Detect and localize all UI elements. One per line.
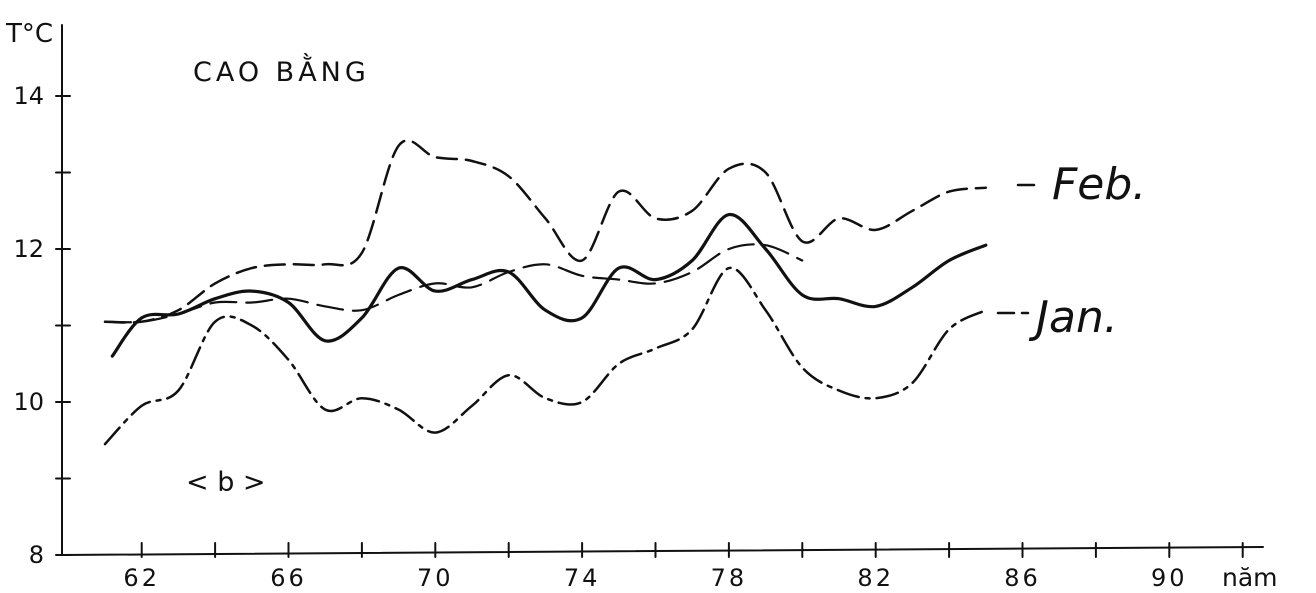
series-line-solid	[110, 213, 988, 358]
series-lines	[103, 139, 988, 446]
panel-label: < b >	[186, 467, 266, 498]
x-tick-label: 74	[564, 564, 601, 592]
x-tick-label: 82	[857, 564, 894, 592]
x-tick-label: 62	[123, 564, 160, 592]
y-tick-label: 10	[13, 388, 44, 416]
y-tick-label: 12	[13, 235, 44, 263]
x-axis-label: năm	[1222, 563, 1278, 592]
x-tick-label: 70	[417, 564, 454, 592]
series-line-jan	[103, 266, 988, 446]
series-label-jan: Jan.	[1028, 292, 1118, 343]
y-tick-label: 8	[29, 541, 44, 569]
y-axis-label: T°C	[5, 19, 53, 49]
chart-axes	[61, 24, 1264, 556]
x-tick-label: 90	[1151, 564, 1188, 592]
y-tick-label: 14	[13, 82, 44, 110]
series-label-feb: Feb.	[1052, 159, 1146, 210]
x-axis-line	[61, 546, 1264, 556]
series-line-longdash	[103, 243, 804, 324]
tick-labels: 62 66 70 74 78 82 86 90 8 10 12 14	[13, 82, 1188, 592]
x-tick-label: 66	[270, 564, 307, 592]
chart-title: CAO BẰNG	[193, 53, 370, 88]
series-line-feb	[103, 139, 988, 324]
x-tick-label: 78	[711, 564, 748, 592]
tick-marks	[55, 95, 1244, 558]
x-tick-label: 86	[1004, 564, 1041, 592]
